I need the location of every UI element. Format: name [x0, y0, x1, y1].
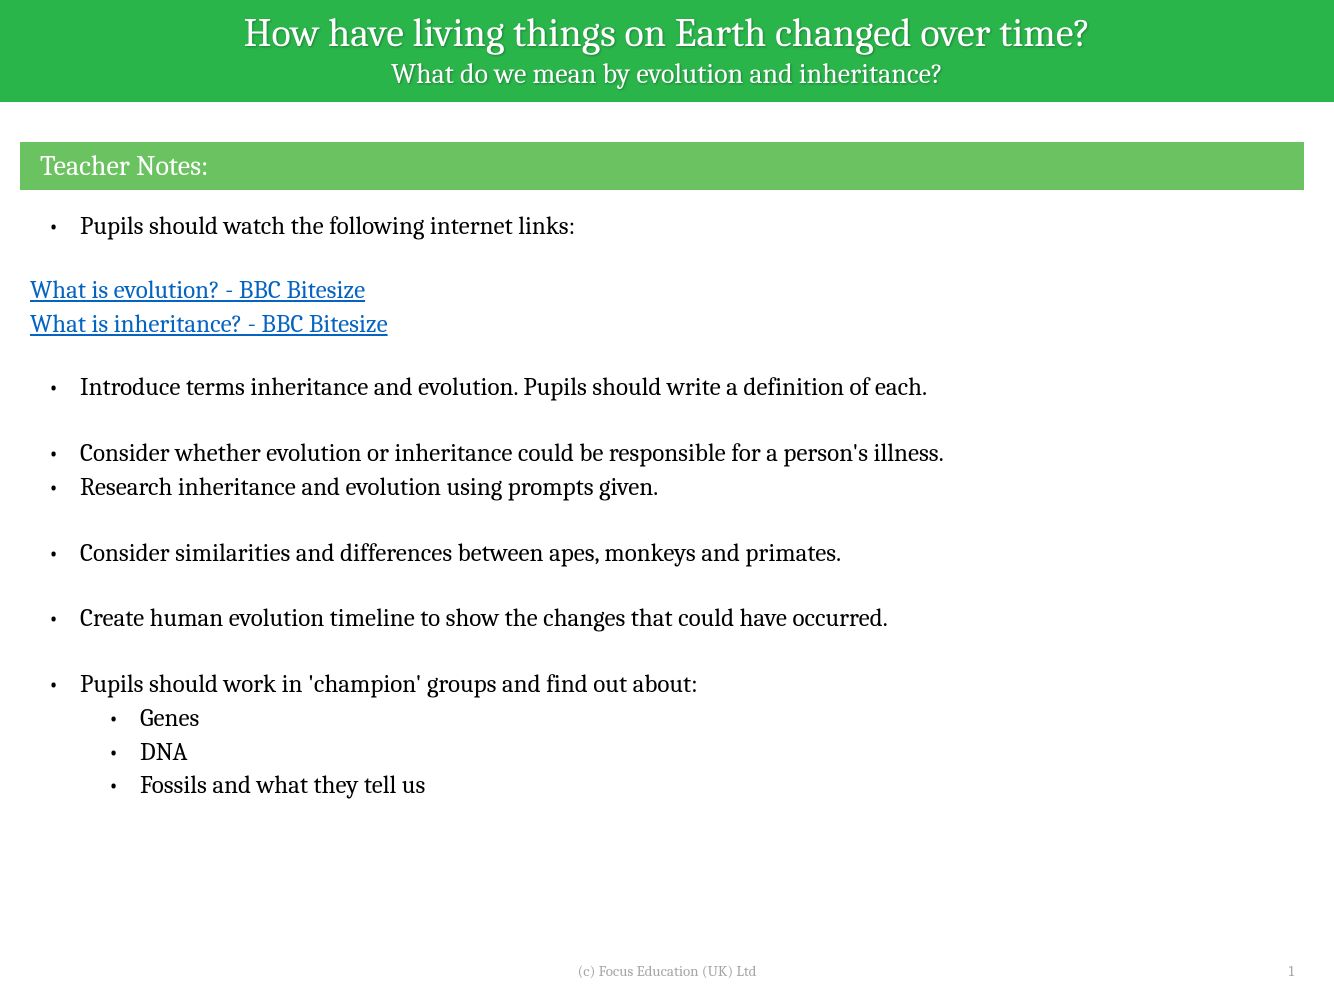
bullet-item: Create human evolution timeline to show …	[30, 602, 1304, 636]
bullet-item: Pupils should work in 'champion' groups …	[30, 668, 1304, 702]
bullet-item: Research inheritance and evolution using…	[30, 471, 1304, 505]
bullet-item: Consider whether evolution or inheritanc…	[30, 437, 1304, 471]
bullet-item: Consider similarities and differences be…	[30, 537, 1304, 571]
link-evolution[interactable]: What is evolution? - BBC Bitesize	[30, 274, 1304, 308]
nested-item: DNA	[30, 736, 1304, 770]
header-title: How have living things on Earth changed …	[0, 10, 1334, 56]
main-list-5: Pupils should work in 'champion' groups …	[30, 668, 1304, 702]
links-block: What is evolution? - BBC Bitesize What i…	[30, 274, 1304, 342]
spacer	[30, 405, 1304, 437]
intro-bullet: Pupils should watch the following intern…	[30, 210, 1304, 244]
section-label: Teacher Notes:	[20, 142, 1304, 190]
spacer	[30, 570, 1304, 602]
link-inheritance[interactable]: What is inheritance? - BBC Bitesize	[30, 308, 1304, 342]
main-list-3: Consider similarities and differences be…	[30, 537, 1304, 571]
spacer	[30, 505, 1304, 537]
intro-list: Pupils should watch the following intern…	[30, 210, 1304, 244]
footer-copyright: (c) Focus Education (UK) Ltd	[0, 962, 1334, 980]
nested-item: Genes	[30, 702, 1304, 736]
nested-list: Genes DNA Fossils and what they tell us	[30, 702, 1304, 803]
header-bar: How have living things on Earth changed …	[0, 0, 1334, 102]
content-area: Pupils should watch the following intern…	[0, 205, 1334, 803]
header-subtitle: What do we mean by evolution and inherit…	[0, 58, 1334, 90]
main-list-4: Create human evolution timeline to show …	[30, 602, 1304, 636]
bullet-item: Introduce terms inheritance and evolutio…	[30, 371, 1304, 405]
nested-item: Fossils and what they tell us	[30, 769, 1304, 803]
main-list: Introduce terms inheritance and evolutio…	[30, 371, 1304, 405]
main-list-2: Consider whether evolution or inheritanc…	[30, 437, 1304, 505]
spacer	[30, 636, 1304, 668]
page-number: 1	[1289, 962, 1294, 980]
